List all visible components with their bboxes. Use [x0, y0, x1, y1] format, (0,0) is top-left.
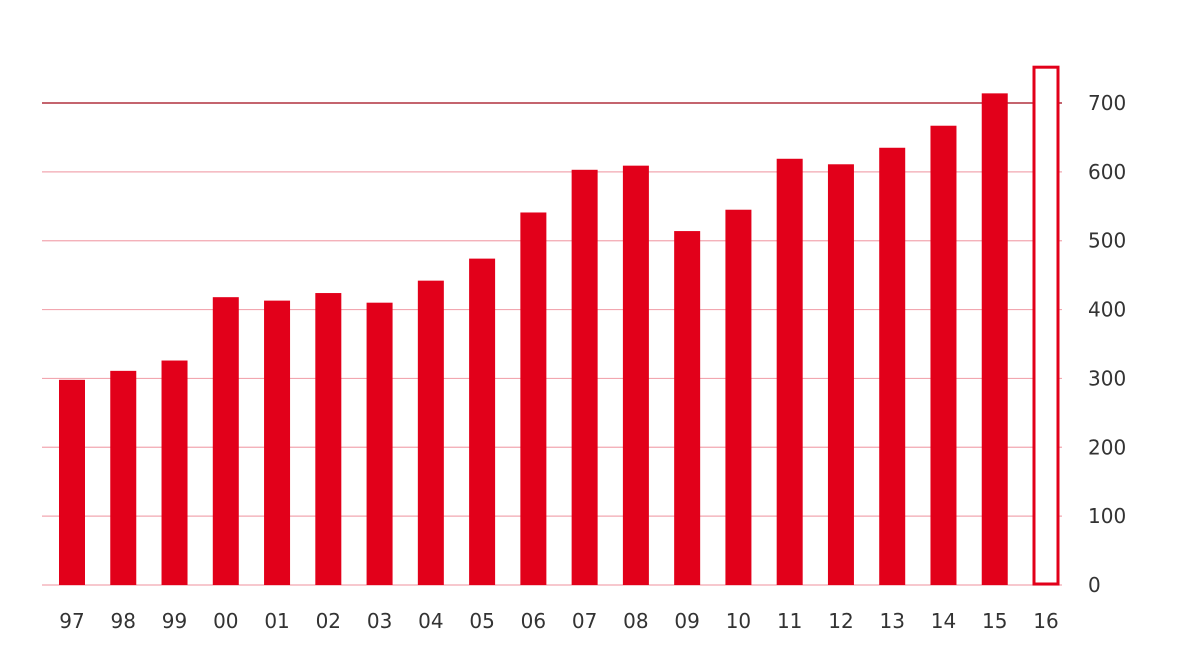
- x-tick-label: 04: [418, 609, 443, 633]
- bar-00: [212, 297, 239, 585]
- x-tick-label: 05: [469, 609, 494, 633]
- x-tick-label: 99: [162, 609, 187, 633]
- x-tick-label: 09: [674, 609, 699, 633]
- x-tick-label: 00: [213, 609, 238, 633]
- x-axis-tick-labels: 97 98 99 00 01 02 03 04 05 06 07 08 09 10 11 12 13 14 15 16: [59, 609, 1058, 633]
- x-tick-label: 97: [59, 609, 84, 633]
- x-tick-label: 03: [367, 609, 392, 633]
- bar-14: [930, 125, 957, 586]
- bar-11: [776, 158, 803, 585]
- x-tick-label: 16: [1033, 609, 1058, 633]
- x-tick-label: 11: [777, 609, 802, 633]
- x-tick-label: 07: [572, 609, 597, 633]
- bars: [59, 65, 1060, 586]
- bar-97: [59, 379, 85, 585]
- x-tick-label: 12: [828, 609, 853, 633]
- x-tick-label: 14: [931, 609, 956, 633]
- y-tick-label: 700: [1088, 91, 1126, 115]
- bar-15: [981, 93, 1008, 586]
- y-tick-label: 300: [1088, 366, 1126, 390]
- x-tick-label: 98: [111, 609, 136, 633]
- bar-13: [879, 147, 906, 585]
- bar-16-outlined: [1032, 65, 1060, 586]
- bar-07: [571, 169, 598, 585]
- bar-02: [315, 293, 342, 585]
- y-tick-label: 600: [1088, 160, 1126, 184]
- x-tick-label: 01: [264, 609, 289, 633]
- x-tick-label: 06: [521, 609, 546, 633]
- y-tick-label: 400: [1088, 298, 1126, 322]
- bar-08: [622, 165, 649, 585]
- x-tick-label: 10: [726, 609, 751, 633]
- bar-12: [827, 164, 854, 586]
- y-axis-tick-labels: 0 100 200 300 400 500 600 700: [1088, 91, 1126, 597]
- x-tick-label: 08: [623, 609, 648, 633]
- bar-05: [469, 258, 496, 585]
- bar-99: [161, 360, 188, 585]
- y-tick-label: 100: [1088, 504, 1126, 528]
- bar-03: [366, 302, 393, 585]
- x-tick-label: 15: [982, 609, 1007, 633]
- x-tick-label: 13: [879, 609, 904, 633]
- y-tick-label: 200: [1088, 435, 1126, 459]
- bar-06: [520, 212, 547, 586]
- bar-01: [264, 300, 291, 585]
- bar-10: [725, 209, 752, 585]
- y-tick-label: 0: [1088, 573, 1101, 597]
- y-tick-label: 500: [1088, 229, 1126, 253]
- bar-04: [417, 280, 444, 585]
- bar-09: [674, 231, 701, 585]
- bar-98: [110, 370, 137, 585]
- x-tick-label: 02: [316, 609, 341, 633]
- gridlines: [42, 102, 1062, 586]
